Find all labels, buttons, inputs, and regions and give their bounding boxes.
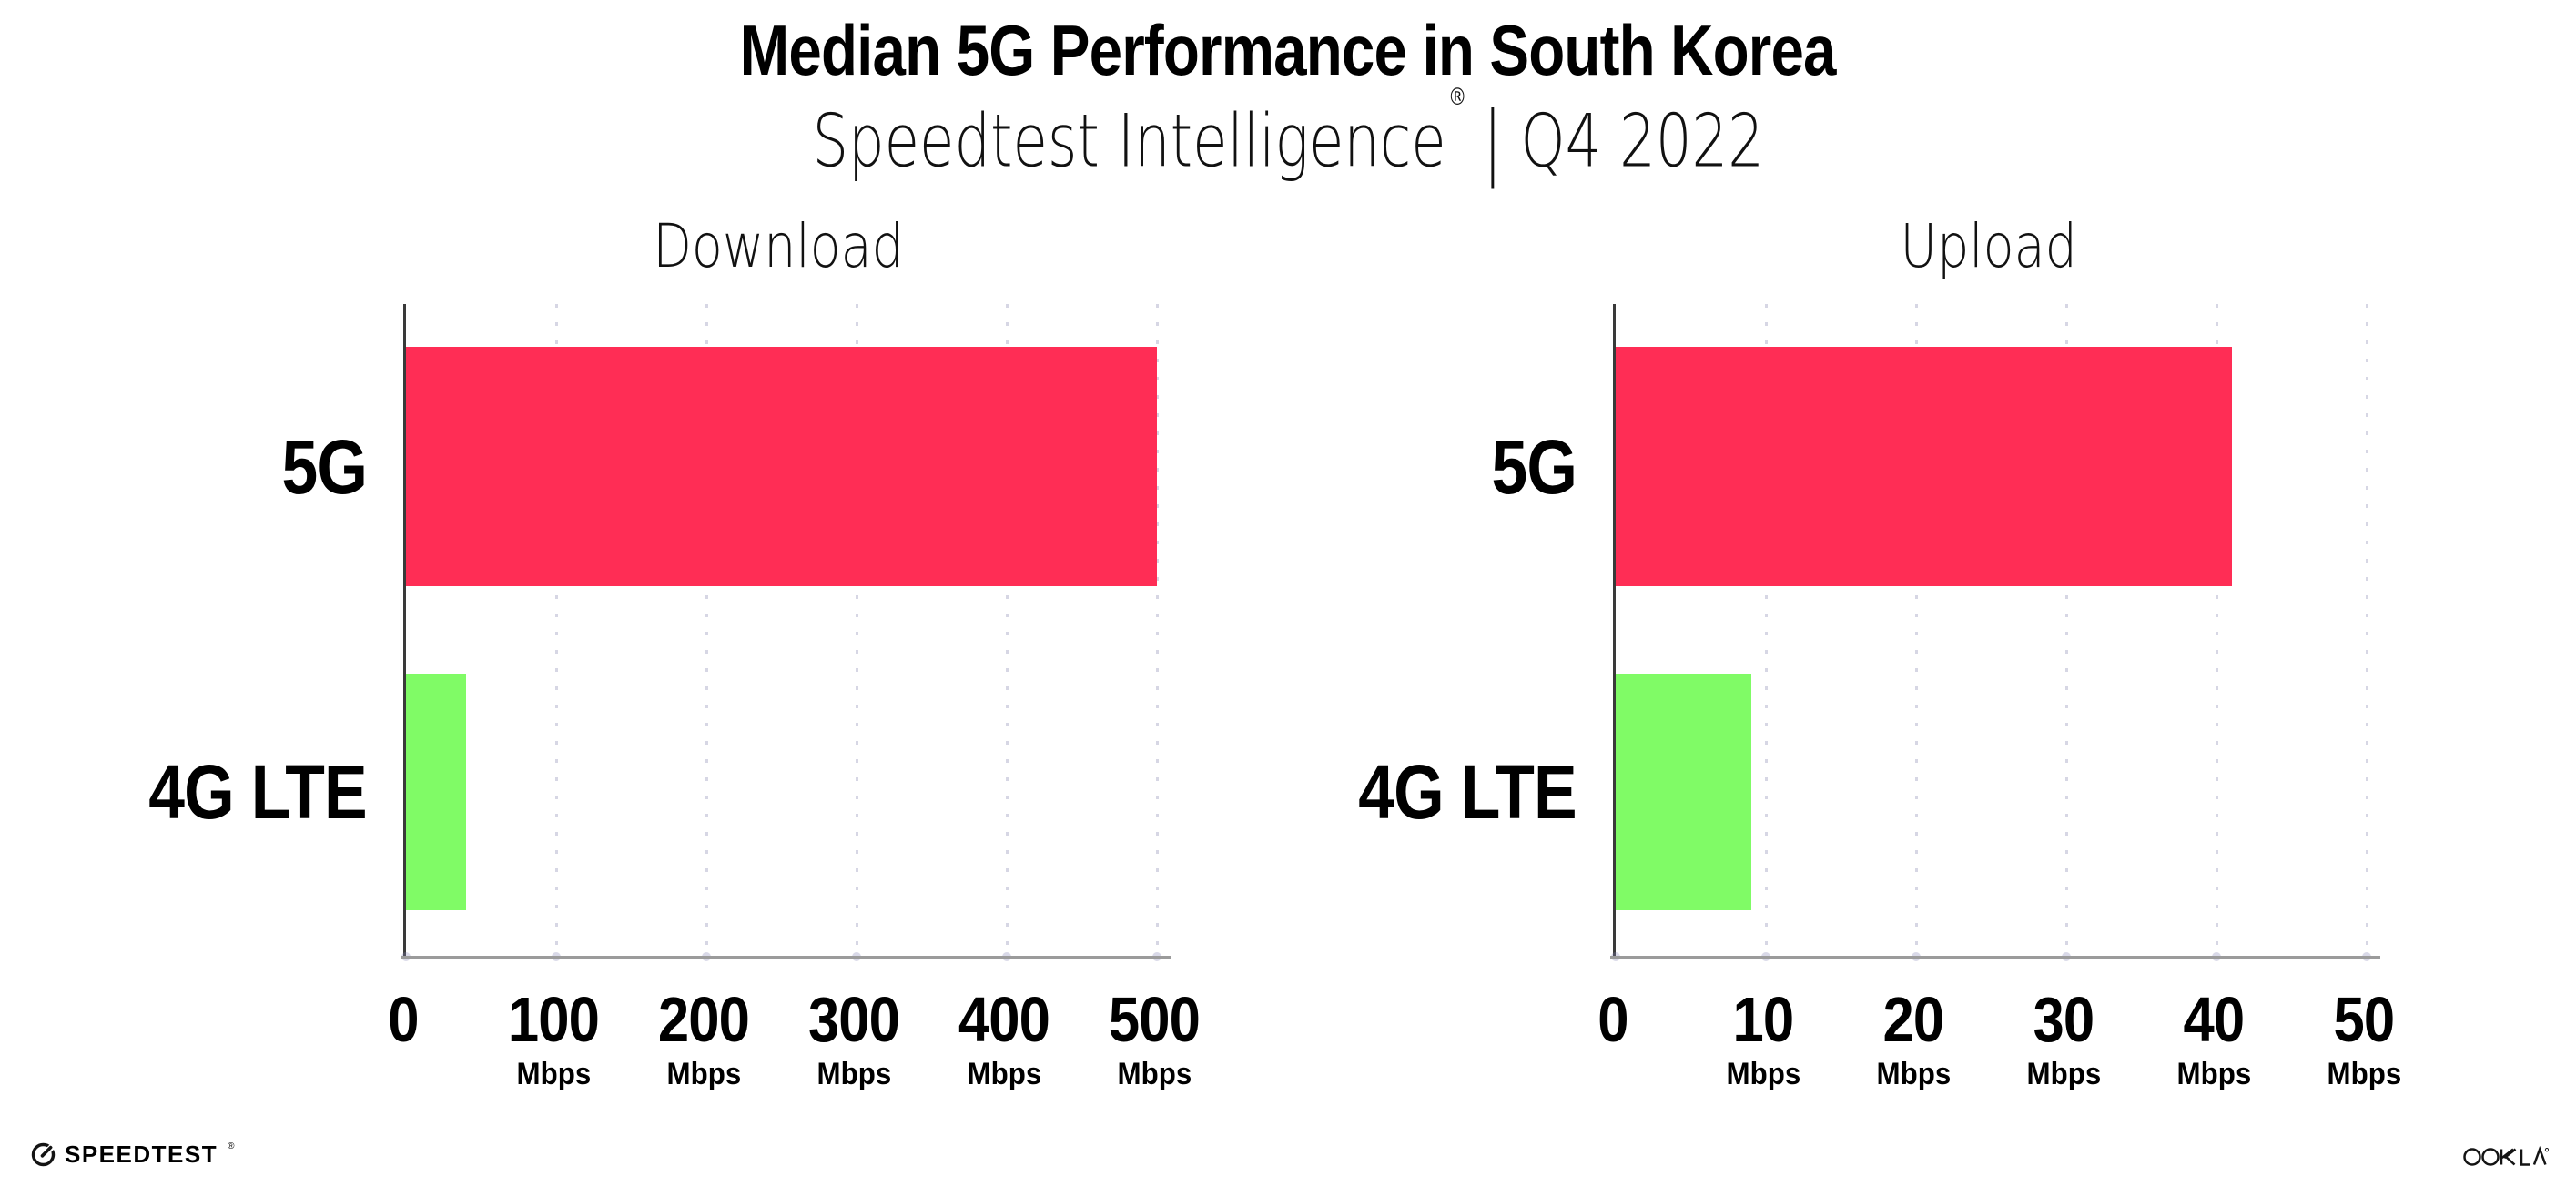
category-label-4g-lte: 4G LTE [1358, 749, 1577, 835]
speedtest-registered-mark: ® [228, 1141, 235, 1151]
x-tick-0: 0 [312, 986, 494, 1053]
x-tick-value: 20 [1882, 984, 1945, 1055]
bar-4g-lte [406, 674, 466, 910]
page-subtitle: Speedtest Intelligence® | Q4 2022 [0, 84, 2576, 188]
x-axis-line [401, 956, 1171, 959]
gridline-500 [1156, 304, 1159, 953]
x-tick-unit: Mbps [2327, 1057, 2401, 1091]
category-label-5g: 5G [281, 423, 367, 510]
ookla-wordmark-icon [2463, 1145, 2550, 1166]
x-tick-40: 40 Mbps [2123, 986, 2305, 1091]
x-tick-100: 100 Mbps [462, 986, 644, 1091]
x-tick-value: 100 [507, 984, 600, 1055]
x-tick-value: 200 [657, 984, 750, 1055]
x-tick-value: 0 [388, 984, 419, 1055]
x-tick-value: 0 [1597, 984, 1628, 1055]
plot-area [1611, 304, 2371, 961]
gridline-50 [2366, 304, 2368, 953]
chart-title-download: Download [653, 211, 905, 281]
gridline-20 [1915, 304, 1918, 953]
x-tick-unit: Mbps [2026, 1057, 2101, 1091]
category-label-4g-lte: 4G LTE [148, 749, 367, 835]
plot-area [401, 304, 1161, 961]
x-tick-unit: Mbps [1117, 1057, 1192, 1091]
bar-5g [406, 347, 1157, 586]
x-tick-unit: Mbps [1876, 1057, 1951, 1091]
bar-4g-lte [1616, 674, 1751, 910]
x-tick-300: 300 Mbps [763, 986, 945, 1091]
ookla-logo [2463, 1145, 2550, 1172]
x-tick-unit: Mbps [967, 1057, 1041, 1091]
subtitle-text: Speedtest Intelligence® | Q4 2022 [812, 84, 1764, 188]
gridline-40 [2216, 304, 2218, 953]
x-tick-value: 400 [958, 984, 1050, 1055]
x-tick-value: 30 [2033, 984, 2095, 1055]
x-tick-unit: Mbps [816, 1057, 891, 1091]
category-label-5g: 5G [1491, 423, 1577, 510]
subtitle-separator: | [1482, 94, 1503, 189]
x-axis-line [1610, 956, 2380, 959]
gridline-300 [856, 304, 858, 953]
gridline-100 [555, 304, 558, 953]
x-tick-30: 30 Mbps [1973, 986, 2155, 1091]
x-tick-value: 500 [1108, 984, 1201, 1055]
subtitle-brand: Speedtest Intelligence [812, 98, 1446, 184]
x-tick-50: 50 Mbps [2273, 986, 2455, 1091]
x-tick-value: 300 [807, 984, 900, 1055]
gridline-400 [1006, 304, 1009, 953]
x-tick-20: 20 Mbps [1822, 986, 2004, 1091]
x-tick-0: 0 [1522, 986, 1704, 1053]
download-chart: Download 5G 4G LTE 0 100 Mbps 200 Mbps 300 Mbps 40… [148, 213, 1200, 1092]
upload-chart: Upload 5G 4G LTE 0 10 Mbps 20 Mbps 30 Mbps 40 Mbps 5… [1358, 213, 2400, 1092]
subtitle-period: Q4 2022 [1520, 98, 1764, 184]
x-tick-value: 10 [1732, 984, 1795, 1055]
chart-title-upload: Upload [1900, 211, 2077, 281]
x-tick-unit: Mbps [2176, 1057, 2251, 1091]
page-title: Median 5G Performance in South Korea [739, 10, 1837, 90]
x-tick-unit: Mbps [1726, 1057, 1800, 1091]
gridline-200 [705, 304, 708, 953]
x-tick-200: 200 Mbps [613, 986, 795, 1091]
x-tick-500: 500 Mbps [1063, 986, 1245, 1091]
x-tick-value: 50 [2333, 984, 2396, 1055]
gridline-30 [2065, 304, 2068, 953]
x-tick-10: 10 Mbps [1672, 986, 1854, 1091]
registered-mark-icon: ® [1447, 84, 1467, 111]
speedtest-logo: SPEEDTEST ® [31, 1141, 235, 1169]
bar-5g [1616, 347, 2232, 586]
x-tick-400: 400 Mbps [913, 986, 1095, 1091]
x-tick-unit: Mbps [516, 1057, 591, 1091]
speedtest-gauge-icon [31, 1142, 56, 1167]
x-tick-unit: Mbps [666, 1057, 741, 1091]
x-tick-value: 40 [2183, 984, 2246, 1055]
speedtest-wordmark: SPEEDTEST [65, 1141, 218, 1168]
gridline-10 [1765, 304, 1768, 953]
